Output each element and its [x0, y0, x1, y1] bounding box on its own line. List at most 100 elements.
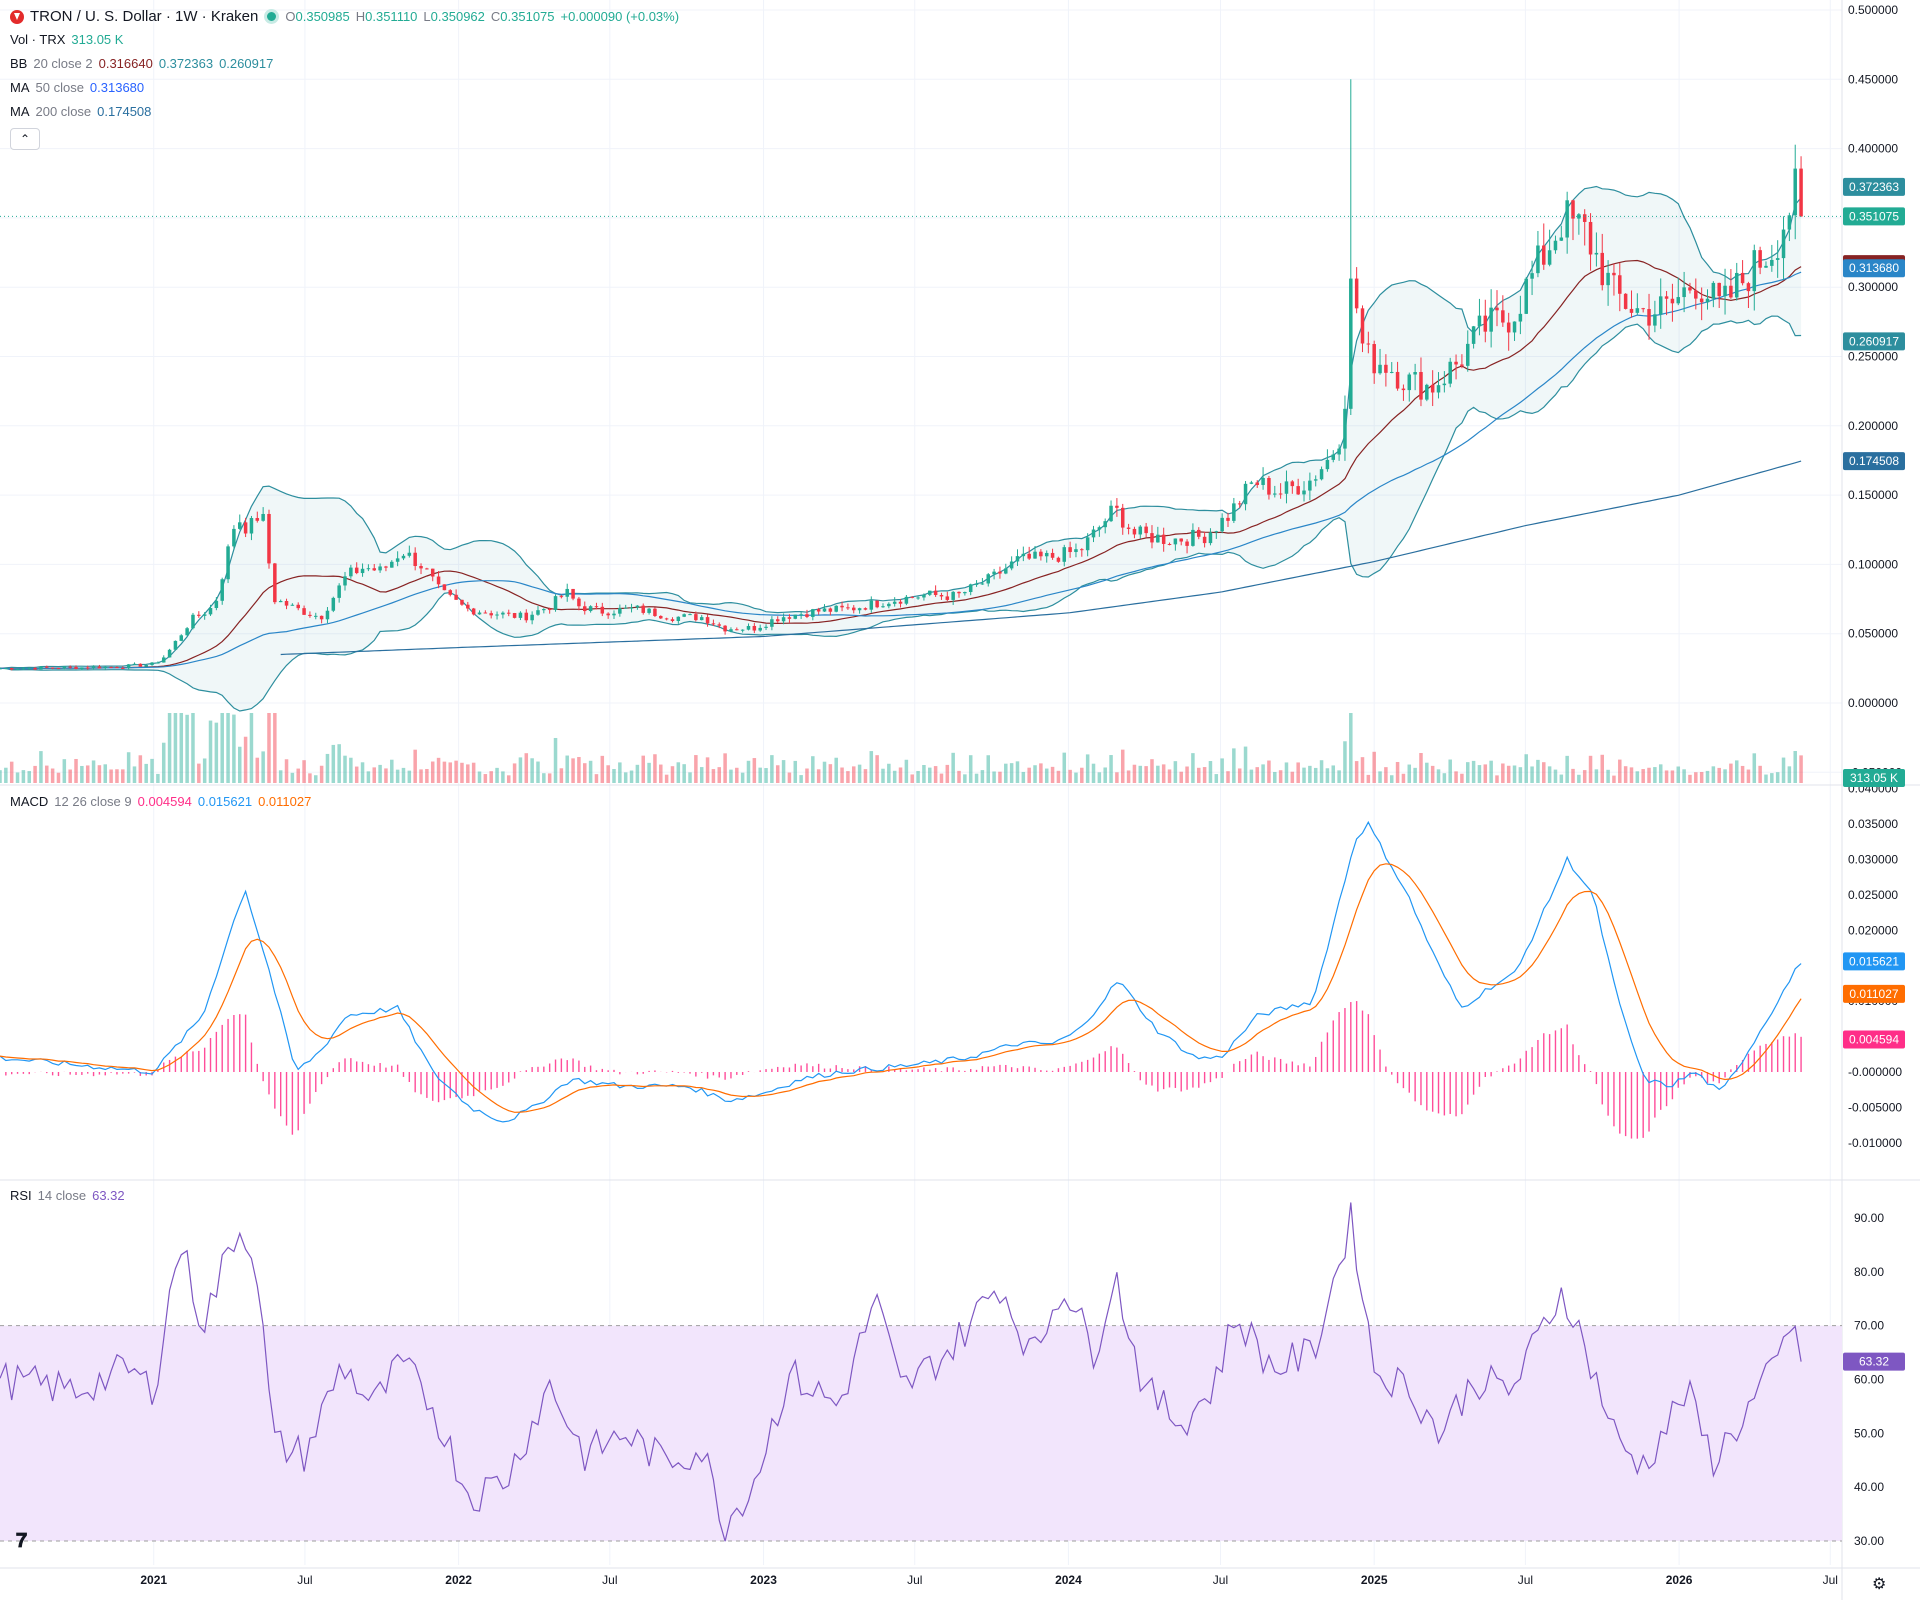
volume-bar: [1249, 769, 1254, 783]
candle-body: [1454, 361, 1458, 365]
volume-bar: [1360, 757, 1365, 783]
volume-bar: [688, 772, 692, 783]
volume-bar: [1050, 766, 1055, 783]
volume-bar: [1302, 767, 1306, 783]
candle-body: [857, 608, 862, 611]
volume-bar: [670, 766, 675, 783]
candle-body: [904, 596, 909, 604]
candle-body: [1688, 287, 1692, 291]
macd-legend[interactable]: MACD 12 26 close 9 0.004594 0.015621 0.0…: [10, 794, 311, 809]
volume-bar: [237, 746, 242, 783]
volume-bar: [904, 759, 909, 783]
bb-legend[interactable]: BB 20 close 2 0.316640 0.372363 0.260917: [10, 56, 273, 71]
ma200-legend[interactable]: MA 200 close 0.174508: [10, 104, 151, 119]
macd-histogram: [5, 1001, 1802, 1139]
volume-bar: [1389, 775, 1394, 783]
candle-body: [442, 584, 447, 591]
rsi-badge: [1843, 1352, 1905, 1371]
candle-body: [1091, 529, 1096, 538]
candle-body: [811, 609, 815, 617]
volume-legend[interactable]: Vol · TRX 313.05 K: [10, 32, 123, 47]
candle-body: [740, 629, 745, 631]
ma200-name: MA: [10, 104, 30, 119]
symbol-title[interactable]: TRON / U. S. Dollar · 1W · Kraken: [30, 8, 259, 25]
candle-body: [1232, 503, 1236, 521]
volume-bar: [840, 767, 844, 783]
ma50-legend[interactable]: MA 50 close 0.313680: [10, 80, 144, 95]
volume-bar: [68, 769, 72, 783]
candle-body: [1027, 553, 1031, 559]
candle-body: [1653, 314, 1657, 326]
candle-body: [506, 612, 511, 614]
candle-body: [1255, 482, 1259, 485]
volume-bar: [62, 759, 67, 783]
bb-basis-value: 0.316640: [98, 56, 153, 71]
volume-bar: [1518, 767, 1523, 783]
volume-bar: [1577, 774, 1581, 783]
volume-bar: [588, 760, 593, 783]
candle-body: [109, 666, 113, 668]
price-badge-last-text: 0.351075: [1849, 209, 1899, 223]
candle-body: [1489, 307, 1493, 332]
volume-bar: [278, 770, 283, 783]
candle-body: [62, 666, 67, 669]
candle-body: [132, 663, 137, 665]
volume-bar: [138, 755, 143, 783]
candle-body: [15, 669, 20, 671]
candle-body: [483, 612, 488, 614]
volume-bar: [1378, 771, 1382, 783]
volume-bar: [512, 763, 517, 783]
candle-body: [928, 590, 932, 595]
candle-body: [185, 628, 189, 636]
candle-body: [273, 563, 277, 603]
volume-bar: [343, 755, 347, 783]
candle-body: [179, 635, 184, 641]
candle-body: [354, 567, 359, 574]
volume-bar: [530, 758, 534, 783]
volume-bar: [33, 765, 37, 783]
volume-bar: [717, 767, 722, 783]
candle-body: [91, 666, 96, 669]
candle-body: [161, 657, 166, 663]
gear-icon[interactable]: ⚙: [1872, 1576, 1887, 1593]
tradingview-logo[interactable]: 𝟕: [16, 1530, 28, 1552]
price-tick-label: 0.500000: [1848, 3, 1898, 17]
volume-bar: [1559, 774, 1564, 783]
rsi-legend[interactable]: RSI 14 close 63.32: [10, 1188, 125, 1203]
volume-bar: [781, 760, 786, 783]
volume-bar: [1097, 772, 1102, 783]
candle-body: [659, 615, 663, 619]
candle-body: [1536, 245, 1540, 274]
volume-bar: [273, 713, 277, 783]
candle-body: [1682, 287, 1686, 298]
volume-bar: [80, 765, 84, 783]
candle-body: [735, 629, 739, 631]
volume-bar: [50, 768, 55, 783]
volume-bar: [875, 755, 879, 783]
volume-bar: [887, 763, 891, 783]
volume-bar: [1349, 713, 1353, 783]
volume-indicator-value: 313.05 K: [71, 32, 124, 47]
candle-body: [1635, 308, 1640, 313]
price-badge-volume: [1843, 769, 1905, 787]
volume-bar: [1606, 769, 1610, 783]
candle-body: [21, 668, 26, 670]
volume-bar: [436, 757, 441, 783]
collapse-legend-button[interactable]: ⌃: [10, 128, 40, 150]
rsi-tick-label: 30.00: [1854, 1534, 1884, 1548]
volume-bar: [618, 762, 622, 783]
ma50-params: 50 close: [35, 80, 84, 95]
macd-signal-line: [0, 863, 1802, 1113]
volume-bar: [243, 736, 248, 783]
candle-body: [319, 615, 324, 620]
volume-bar: [302, 760, 306, 783]
candle-body: [828, 608, 833, 612]
volume-bar: [565, 755, 569, 783]
candle-body: [524, 612, 529, 621]
volume-bar: [319, 765, 324, 783]
candle-body: [688, 614, 692, 616]
candle-body: [1740, 272, 1745, 284]
volume-bar: [1623, 766, 1628, 783]
candle-body: [167, 649, 172, 658]
